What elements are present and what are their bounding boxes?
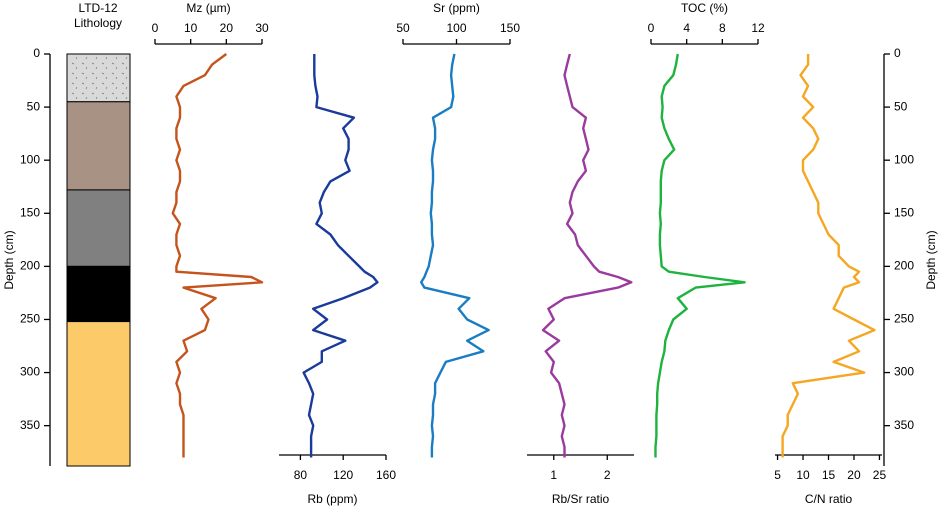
- x-axis-label: Rb (ppm): [307, 492, 357, 506]
- x-tick-label: 25: [873, 468, 887, 482]
- y-tick-label: 250: [20, 312, 40, 326]
- x-axis-label: Mz (µm): [186, 1, 230, 15]
- x-tick-label: 15: [822, 468, 836, 482]
- x-tick-label: 10: [184, 21, 198, 35]
- profile-line: [302, 54, 379, 458]
- y-tick-label: 0: [894, 46, 901, 60]
- x-tick-label: 4: [683, 21, 690, 35]
- y-tick-label: 300: [894, 365, 914, 379]
- y-tick-label: 150: [894, 205, 914, 219]
- y-tick-label: 50: [894, 99, 908, 113]
- x-tick-label: 20: [220, 21, 234, 35]
- y-tick-label: 350: [894, 418, 914, 432]
- x-tick-label: 80: [294, 468, 308, 482]
- x-axis-label: TOC (%): [681, 1, 728, 15]
- lithology-layer: [66, 265, 131, 323]
- lithology-layer: [66, 101, 131, 191]
- lithology-layer: [66, 189, 131, 267]
- y-tick-label: 300: [20, 365, 40, 379]
- profile-line: [781, 54, 876, 458]
- x-tick-label: 120: [333, 468, 353, 482]
- y-tick-label: 200: [894, 259, 914, 273]
- y-tick-label: 150: [20, 205, 40, 219]
- x-tick-label: 2: [604, 468, 611, 482]
- lithology-layer: [66, 321, 131, 467]
- profile-line: [541, 53, 633, 458]
- x-tick-label: 12: [751, 21, 765, 35]
- x-tick-label: 1: [550, 468, 557, 482]
- x-tick-label: 8: [719, 21, 726, 35]
- x-axis-label: Sr (ppm): [433, 1, 480, 15]
- profile-line: [171, 53, 264, 458]
- x-tick-label: 160: [376, 468, 396, 482]
- lithology-title: LTD-12: [78, 1, 117, 15]
- y-tick-label: 0: [33, 46, 40, 60]
- x-tick-label: 50: [396, 21, 410, 35]
- lithology-layer: [66, 53, 131, 103]
- y-tick-label: 50: [27, 99, 41, 113]
- x-axis-label: Rb/Sr ratio: [552, 492, 610, 506]
- x-tick-label: 100: [446, 21, 466, 35]
- y-axis-label: Depth (cm): [2, 230, 16, 289]
- y-tick-label: 100: [20, 152, 40, 166]
- lithology-title: Lithology: [74, 16, 122, 30]
- x-tick-label: 0: [648, 21, 655, 35]
- y-tick-label: 100: [894, 152, 914, 166]
- x-tick-label: 5: [774, 468, 781, 482]
- y-axis-label: Depth (cm): [924, 230, 938, 289]
- x-tick-label: 30: [255, 21, 269, 35]
- profile-line: [420, 53, 490, 458]
- profile-line: [654, 53, 746, 458]
- y-tick-label: 350: [20, 418, 40, 432]
- x-tick-label: 10: [796, 468, 810, 482]
- x-tick-label: 20: [847, 468, 861, 482]
- x-axis-label: C/N ratio: [805, 492, 853, 506]
- y-tick-label: 250: [894, 312, 914, 326]
- y-tick-label: 200: [20, 259, 40, 273]
- x-tick-label: 0: [152, 21, 159, 35]
- x-tick-label: 150: [500, 21, 520, 35]
